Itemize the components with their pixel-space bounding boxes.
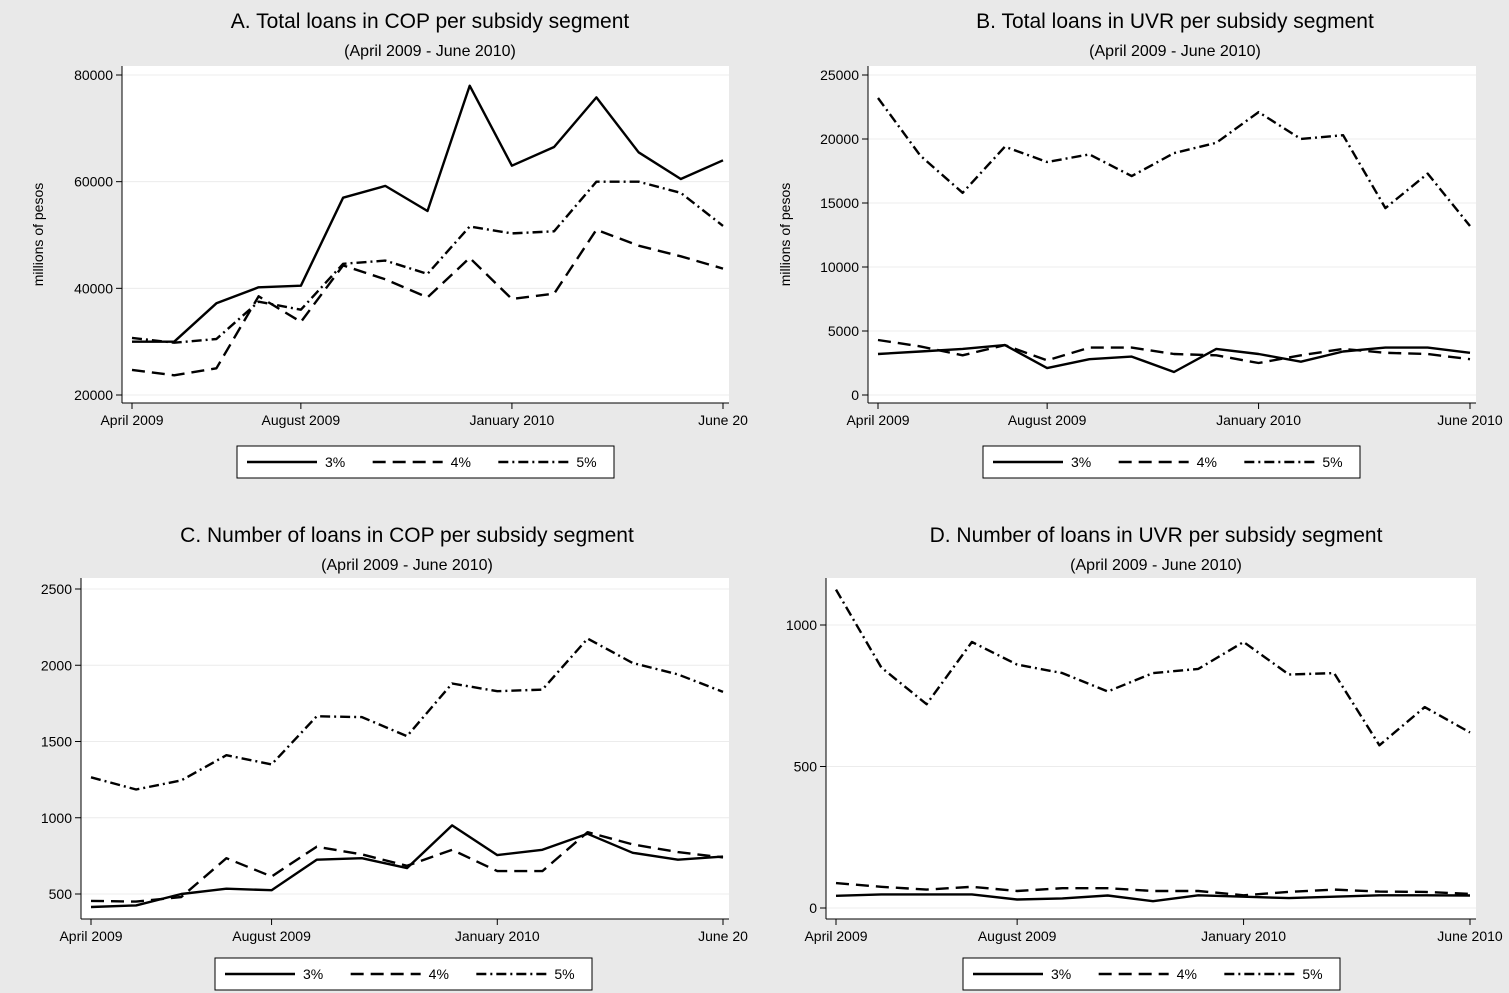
x-tick-label: August 2009 <box>978 928 1057 944</box>
chart-title: B. Total loans in UVR per subsidy segmen… <box>976 10 1374 33</box>
series-line-3pct <box>835 893 1471 903</box>
legend-label: 3% <box>325 454 345 470</box>
x-tick-label: January 2010 <box>470 412 555 428</box>
y-tick-label: 80000 <box>74 67 113 83</box>
y-axis-label: millions of pesos <box>30 183 46 287</box>
series-line-4pct <box>877 338 1471 365</box>
x-tick-label: June 2010 <box>1437 928 1503 944</box>
chart-title: A. Total loans in COP per subsidy segmen… <box>231 10 630 33</box>
legend-label: 5% <box>1302 966 1322 982</box>
plot-area <box>868 66 1476 403</box>
x-tick-label: April 2009 <box>100 412 163 428</box>
series-line-5pct <box>131 180 724 344</box>
y-tick-label: 1000 <box>786 617 817 633</box>
legend-label: 3% <box>1051 966 1071 982</box>
y-tick-label: 15000 <box>820 195 859 211</box>
y-tick-label: 20000 <box>820 131 859 147</box>
legend: 3% 4% 5% <box>982 445 1361 479</box>
y-tick-label: 0 <box>851 387 859 403</box>
x-tick-label: June 2010 <box>1437 412 1503 428</box>
legend-label: 3% <box>1071 454 1091 470</box>
x-tick-label: April 2009 <box>804 928 867 944</box>
series-line-3pct <box>90 824 724 909</box>
x-tick-label: June 20 <box>698 412 748 428</box>
x-tick-label: January 2010 <box>1216 412 1301 428</box>
chart-title: D. Number of loans in UVR per subsidy se… <box>930 524 1383 547</box>
chart-subtitle: (April 2009 - June 2010) <box>1070 557 1242 574</box>
x-tick-label: January 2010 <box>455 928 540 944</box>
y-tick-label: 10000 <box>820 259 859 275</box>
y-tick-label: 5000 <box>828 323 859 339</box>
x-tick-label: April 2009 <box>846 412 909 428</box>
chart-panel-3: 500 1000 1500 2000 2500 April 2009 August 2009… <box>41 578 748 944</box>
chart-panel-2: 0 5000 10000 15000 20000 25000 April 2009 Augus… <box>820 66 1503 428</box>
y-tick-label: 0 <box>809 900 817 916</box>
x-tick-label: August 2009 <box>232 928 311 944</box>
series-line-5pct <box>877 97 1471 227</box>
legend-label: 4% <box>451 454 471 470</box>
x-tick-label: August 2009 <box>1008 412 1087 428</box>
y-tick-label: 1000 <box>41 810 72 826</box>
y-tick-label: 500 <box>49 886 73 902</box>
legend: 3% 4% 5% <box>214 957 593 991</box>
legend-label: 4% <box>1177 966 1197 982</box>
series-line-4pct <box>835 881 1471 897</box>
y-tick-label: 1500 <box>41 734 72 750</box>
y-tick-label: 40000 <box>74 280 113 296</box>
plot-area <box>826 578 1476 919</box>
chart-panel-4: 0 500 1000 April 2009 August 2009 January 201… <box>786 578 1503 944</box>
y-tick-label: 2500 <box>41 581 72 597</box>
legend-label: 4% <box>1197 454 1217 470</box>
series-line-3pct <box>877 343 1471 374</box>
plot-area <box>122 66 729 403</box>
x-tick-label: April 2009 <box>59 928 122 944</box>
chart-panel-1: 20000 40000 60000 80000 April 2009 August 200… <box>74 66 748 428</box>
legend-label: 4% <box>429 966 449 982</box>
series-line-3pct <box>132 84 724 343</box>
legend: 3% 4% 5% <box>236 445 615 479</box>
legend-label: 3% <box>303 966 323 982</box>
chart-subtitle: (April 2009 - June 2010) <box>344 43 516 60</box>
x-tick-label: August 2009 <box>262 412 341 428</box>
y-tick-label: 500 <box>794 759 818 775</box>
chart-title: C. Number of loans in COP per subsidy se… <box>180 524 634 547</box>
chart-subtitle: (April 2009 - June 2010) <box>321 557 493 574</box>
y-tick-label: 25000 <box>820 67 859 83</box>
legend-label: 5% <box>576 454 596 470</box>
x-tick-label: June 20 <box>698 928 748 944</box>
x-tick-label: January 2010 <box>1201 928 1286 944</box>
y-tick-label: 2000 <box>41 657 72 673</box>
plot-area <box>81 578 729 919</box>
series-line-4pct <box>90 831 724 903</box>
legend-label: 5% <box>554 966 574 982</box>
series-line-4pct <box>131 228 724 377</box>
chart-subtitle: (April 2009 - June 2010) <box>1089 43 1261 60</box>
legend-label: 5% <box>1322 454 1342 470</box>
legend: 3% 4% 5% <box>962 957 1341 991</box>
series-line-5pct <box>834 588 1471 747</box>
y-tick-label: 20000 <box>74 387 113 403</box>
y-axis-label: millions of pesos <box>777 183 793 287</box>
y-tick-label: 60000 <box>74 174 113 190</box>
